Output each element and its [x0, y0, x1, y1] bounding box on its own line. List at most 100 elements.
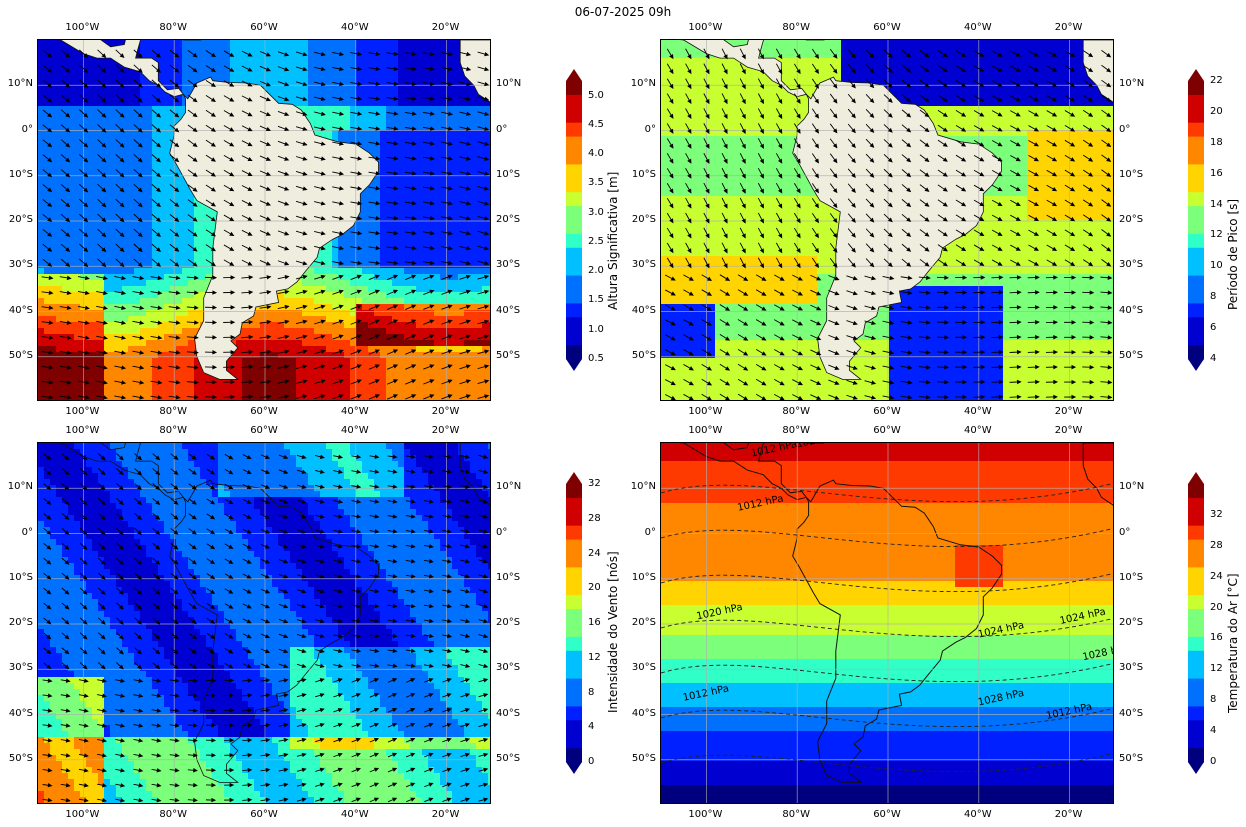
lat-tick-right: 10°S — [496, 572, 520, 584]
lat-tick-left: 0° — [624, 124, 656, 136]
south-america-coastline — [169, 76, 379, 380]
lat-tick-left: 10°S — [1, 572, 33, 584]
lon-tick-top: 20°W — [428, 22, 464, 34]
lon-tick-top: 20°W — [1051, 425, 1087, 437]
lat-tick-left: 30°S — [1, 662, 33, 674]
south-america-coastline — [792, 76, 1002, 380]
lat-tick-left: 10°S — [1, 169, 33, 181]
lat-tick-right: 30°S — [496, 662, 520, 674]
lat-tick-left: 0° — [624, 527, 656, 539]
africa-coastline — [1082, 443, 1113, 506]
lat-tick-right: 40°S — [1119, 305, 1143, 317]
lon-tick-bottom: 40°W — [960, 809, 996, 821]
central-america-coastline — [56, 443, 184, 501]
colorbar-tick: 12 — [1210, 664, 1223, 674]
map-canvas — [661, 40, 1113, 400]
map-wind — [37, 442, 491, 804]
lon-tick-bottom: 80°W — [155, 809, 191, 821]
lat-tick-right: 0° — [1119, 527, 1130, 539]
lat-tick-left: 50°S — [624, 350, 656, 362]
colorbar-tick: 4.0 — [588, 149, 604, 159]
colorbar-tick: 6 — [1210, 323, 1216, 333]
lon-tick-bottom: 40°W — [337, 809, 373, 821]
lat-tick-left: 10°N — [1, 78, 33, 90]
map-hs — [37, 39, 491, 401]
colorbar-tick: 12 — [1210, 230, 1223, 240]
lon-tick-bottom: 40°W — [960, 406, 996, 418]
gridlines — [661, 40, 1113, 400]
colorbar-tick: 2.0 — [588, 266, 604, 276]
lon-tick-top: 60°W — [869, 425, 905, 437]
lat-tick-left: 10°N — [624, 78, 656, 90]
colorbar-tick: 4.5 — [588, 119, 604, 130]
map-canvas — [38, 443, 490, 803]
lon-tick-bottom: 60°W — [246, 809, 282, 821]
lon-tick-top: 40°W — [960, 425, 996, 437]
field-raster — [38, 443, 490, 803]
lat-tick-right: 40°S — [496, 708, 520, 720]
lat-tick-right: 20°S — [1119, 214, 1143, 226]
colorbar-tick: 8 — [1210, 292, 1216, 302]
colorbar-tick: 0.5 — [588, 354, 604, 364]
lat-tick-left: 20°S — [624, 617, 656, 629]
map-canvas — [38, 40, 490, 400]
colorbar-tick: 5.0 — [588, 90, 604, 101]
lat-tick-left: 20°S — [1, 214, 33, 226]
lat-tick-left: 40°S — [1, 305, 33, 317]
colorbar-label: Altura Significativa [m] — [606, 172, 620, 310]
colorbar-tick: 3.5 — [588, 178, 604, 188]
lon-tick-bottom: 100°W — [687, 809, 723, 821]
lon-tick-top: 80°W — [155, 22, 191, 34]
colorbar-tick: 4 — [1210, 726, 1216, 736]
lon-tick-top: 20°W — [1051, 22, 1087, 34]
lat-tick-right: 10°N — [1119, 78, 1144, 90]
lat-tick-right: 0° — [496, 527, 507, 539]
lat-tick-right: 10°N — [496, 481, 521, 493]
lat-tick-right: 40°S — [496, 305, 520, 317]
lon-tick-top: 100°W — [64, 425, 100, 437]
lon-tick-bottom: 100°W — [64, 809, 100, 821]
colorbar-tick: 32 — [1210, 509, 1223, 520]
colorbar-tick: 2.5 — [588, 236, 604, 247]
colorbar-tick: 28 — [1210, 540, 1223, 551]
lon-tick-bottom: 20°W — [428, 406, 464, 418]
lat-tick-left: 40°S — [624, 305, 656, 317]
colorbar-tick: 0 — [1210, 757, 1216, 767]
colorbar-tick: 0 — [588, 757, 594, 767]
colorbar-hs — [566, 69, 582, 375]
lon-tick-top: 80°W — [778, 425, 814, 437]
lon-tick-top: 80°W — [778, 22, 814, 34]
colorbar-temp — [1188, 472, 1204, 778]
lon-tick-top: 100°W — [687, 425, 723, 437]
south-america-coastline — [169, 479, 379, 783]
colorbar-tick: 8 — [1210, 695, 1216, 705]
lat-tick-left: 10°S — [624, 169, 656, 181]
lat-tick-right: 50°S — [496, 350, 520, 362]
gridlines — [38, 443, 490, 803]
lon-tick-top: 20°W — [428, 425, 464, 437]
lat-tick-left: 50°S — [1, 753, 33, 765]
lat-tick-right: 10°N — [496, 78, 521, 90]
lat-tick-right: 10°S — [496, 169, 520, 181]
lon-tick-bottom: 60°W — [246, 406, 282, 418]
lon-tick-bottom: 60°W — [869, 809, 905, 821]
lat-tick-right: 20°S — [1119, 617, 1143, 629]
isobar-lines — [661, 482, 1113, 773]
lat-tick-left: 10°N — [1, 481, 33, 493]
colorbar-tick: 3.0 — [588, 207, 604, 218]
lon-tick-top: 40°W — [960, 22, 996, 34]
figure-title: 06-07-2025 09h — [0, 5, 1246, 19]
colorbar-label: Temperatura do Ar [°C] — [1226, 573, 1240, 713]
central-america-coastline — [679, 40, 807, 98]
lat-tick-right: 40°S — [1119, 708, 1143, 720]
lat-tick-right: 0° — [496, 124, 507, 136]
lat-tick-right: 50°S — [1119, 350, 1143, 362]
lon-tick-top: 40°W — [337, 22, 373, 34]
colorbar-tick: 10 — [1210, 261, 1223, 271]
lon-tick-top: 100°W — [64, 22, 100, 34]
lat-tick-left: 50°S — [624, 753, 656, 765]
colorbar-tick: 4 — [588, 722, 594, 732]
lat-tick-right: 10°S — [1119, 572, 1143, 584]
lat-tick-right: 30°S — [1119, 662, 1143, 674]
